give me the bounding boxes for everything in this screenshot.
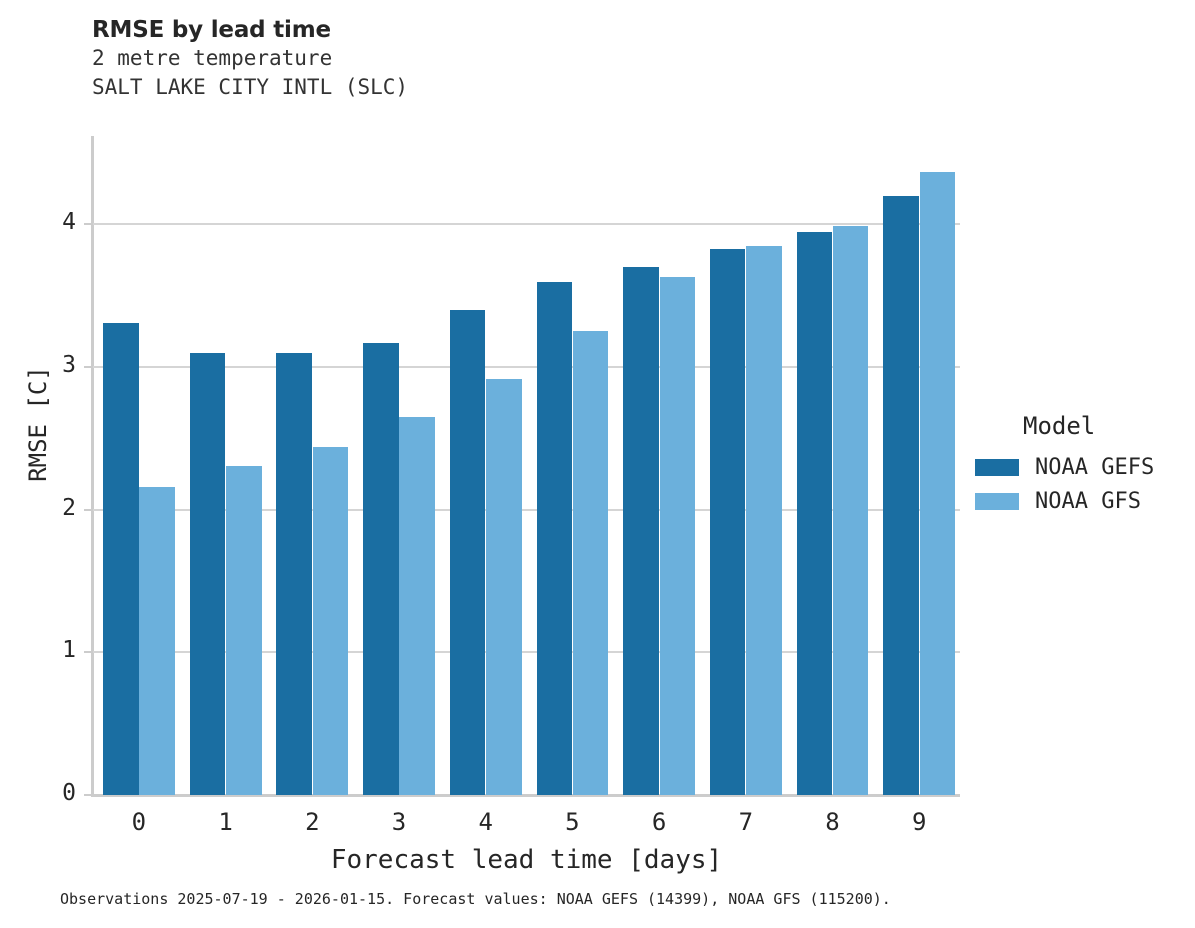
x-tick-label: 9	[911, 808, 927, 836]
x-tick-label: 7	[738, 808, 754, 836]
plot-inner	[93, 136, 960, 795]
y-tick-mark	[84, 651, 92, 654]
x-tick-label: 4	[478, 808, 493, 836]
y-tick-label: 0	[62, 780, 76, 806]
bar	[709, 248, 746, 795]
bar	[189, 352, 226, 795]
bar	[919, 171, 956, 795]
y-tick-label: 4	[62, 209, 76, 236]
y-axis-title: RMSE [C]	[24, 366, 52, 482]
gridline	[93, 651, 960, 654]
x-tick-label: 3	[391, 808, 407, 836]
x-tick-label: 1	[218, 808, 233, 836]
y-axis-tick-labels: 0 1 2 3 4	[20, 0, 76, 928]
title-block: RMSE by lead time 2 metre temperature SA…	[92, 16, 892, 102]
legend-title: Model	[1023, 412, 1096, 440]
bar	[746, 245, 782, 795]
bar	[449, 310, 486, 795]
legend-label: NOAA GFS	[1035, 488, 1141, 514]
y-tick-mark	[84, 794, 92, 796]
legend-label: NOAA GEFS	[1035, 454, 1155, 480]
gridline	[93, 366, 960, 369]
bar	[363, 342, 399, 795]
x-tick-label: 0	[131, 808, 147, 836]
bar	[312, 446, 349, 795]
bar	[572, 331, 609, 795]
legend-swatch	[975, 458, 1019, 476]
x-tick-label: 2	[305, 808, 320, 836]
y-tick-mark	[84, 366, 92, 369]
bar	[883, 195, 919, 795]
bar	[276, 352, 312, 795]
bar	[226, 465, 262, 795]
legend-swatch	[975, 492, 1019, 510]
chart-subtitle: 2 metre temperature	[92, 46, 333, 70]
y-tick-label: 1	[62, 637, 76, 664]
gridline	[93, 508, 960, 511]
legend-item[interactable]: NOAA GFS	[975, 486, 1190, 516]
x-tick-label: 6	[651, 808, 667, 836]
y-tick-mark	[84, 508, 92, 511]
legend-items: NOAA GEFS NOAA GFS	[975, 452, 1190, 516]
y-tick-label: 2	[62, 494, 76, 521]
x-tick-label: 5	[565, 808, 580, 836]
page-title: RMSE by lead time	[92, 17, 331, 43]
bar	[103, 322, 139, 795]
gridline	[93, 223, 960, 226]
x-axis-title: Forecast lead time [days]	[330, 845, 723, 875]
legend-item[interactable]: NOAA GEFS	[975, 452, 1190, 482]
bar	[659, 277, 695, 795]
chart-subtitle-location: SALT LAKE CITY INTL (SLC)	[92, 75, 409, 99]
legend: Model NOAA GEFS NOAA GFS	[975, 412, 1190, 520]
plot-area	[93, 136, 960, 795]
footnote: Observations 2025-07-19 - 2026-01-15. Fo…	[60, 890, 891, 908]
bar	[796, 231, 833, 795]
y-tick-mark	[84, 223, 92, 226]
bar	[399, 417, 435, 795]
y-axis-spine	[91, 136, 94, 797]
x-tick-label: 8	[825, 808, 840, 836]
bar	[139, 486, 175, 795]
bar	[832, 225, 869, 795]
bar	[486, 378, 522, 795]
y-tick-label: 3	[62, 352, 76, 379]
bar	[536, 281, 572, 795]
bar	[623, 267, 659, 795]
x-axis-spine	[91, 794, 960, 797]
